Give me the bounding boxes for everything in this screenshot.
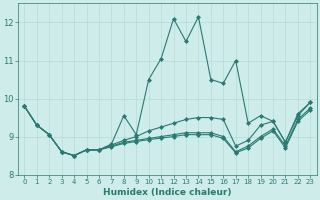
X-axis label: Humidex (Indice chaleur): Humidex (Indice chaleur)	[103, 188, 232, 197]
